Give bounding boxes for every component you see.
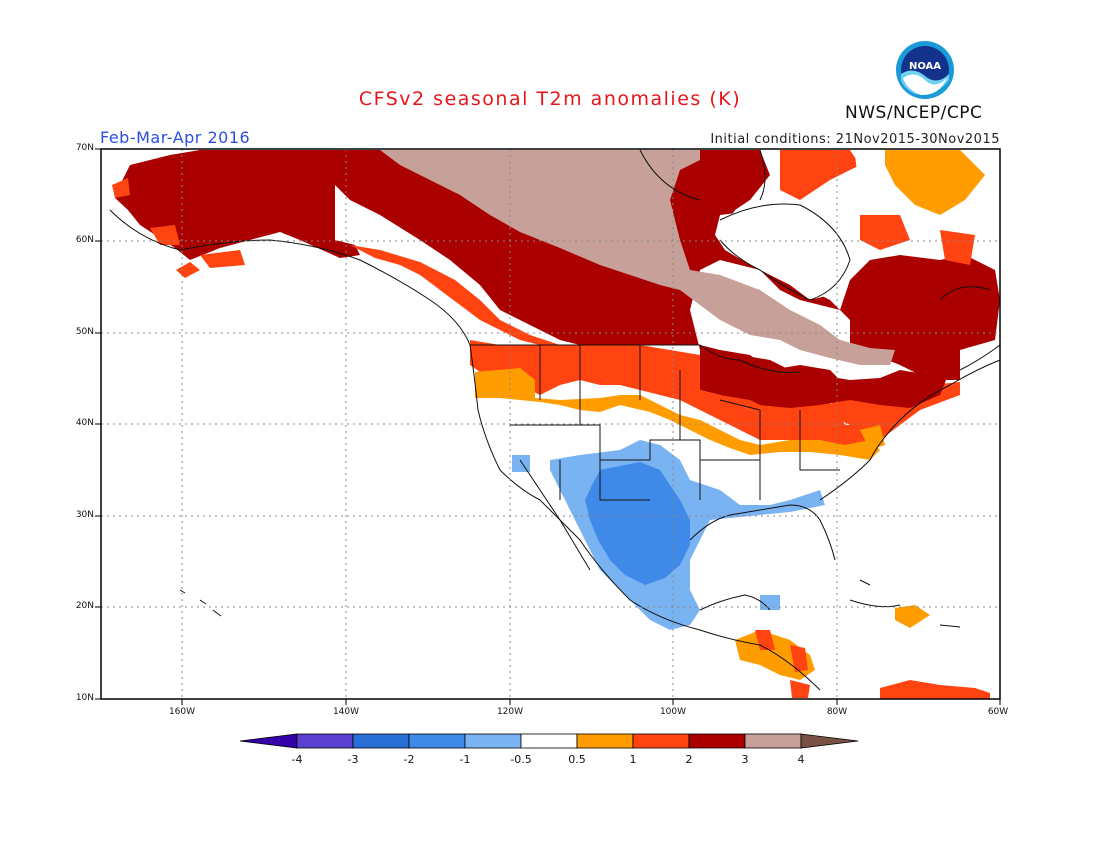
colorbar-high-arrow bbox=[800, 733, 859, 749]
lon-label-60w: 60W bbox=[987, 707, 1009, 717]
colorbar-box bbox=[464, 733, 522, 749]
lat-label-30n: 30N bbox=[75, 510, 94, 520]
lat-label-50n: 50N bbox=[75, 327, 94, 337]
lat-label-60n: 60N bbox=[75, 235, 94, 245]
colorbar-box bbox=[520, 733, 578, 749]
colorbar-box bbox=[408, 733, 466, 749]
lon-label-80w: 80W bbox=[826, 707, 848, 717]
colorbar-tick-label: -2 bbox=[403, 753, 415, 766]
lon-label-140w: 140W bbox=[332, 707, 360, 717]
anomaly-fields bbox=[112, 150, 1000, 699]
colorbar-tick-label: -0.5 bbox=[510, 753, 532, 766]
map-title: CFSv2 seasonal T2m anomalies (K) bbox=[358, 88, 742, 110]
lon-label-120w: 120W bbox=[496, 707, 524, 717]
colorbar-tick-label: 2 bbox=[685, 753, 693, 766]
northern-us-warm-region bbox=[470, 340, 960, 450]
mexico-cool-region bbox=[585, 462, 690, 585]
lat-label-10n: 10N bbox=[75, 693, 94, 703]
canada-strong-warm-region bbox=[380, 150, 895, 365]
colorbar-tick-label: 1 bbox=[629, 753, 637, 766]
colorbar-tick-label: -4 bbox=[291, 753, 303, 766]
forecast-period: Feb-Mar-Apr 2016 bbox=[100, 128, 251, 147]
colorbar-box bbox=[352, 733, 410, 749]
colorbar-box bbox=[576, 733, 634, 749]
lon-label-100w: 100W bbox=[659, 707, 687, 717]
colorbar-tick-label: 4 bbox=[797, 753, 805, 766]
lat-label-20n: 20N bbox=[75, 601, 94, 611]
coastlines bbox=[109, 149, 1001, 691]
lat-label-70n: 70N bbox=[75, 143, 94, 153]
lon-label-160w: 160W bbox=[168, 707, 196, 717]
initial-conditions: Initial conditions: 21Nov2015-30Nov2015 bbox=[710, 132, 1000, 147]
colorbar-box bbox=[744, 733, 802, 749]
colorbar-tick-label: -1 bbox=[459, 753, 471, 766]
colorbar-box bbox=[632, 733, 690, 749]
colorbar-tick-label: 0.5 bbox=[568, 753, 586, 766]
colorbar-tick-label: -3 bbox=[347, 753, 359, 766]
colorbar-box bbox=[296, 733, 354, 749]
graticule bbox=[101, 149, 1000, 699]
noaa-logo-icon: NOAA bbox=[896, 41, 954, 99]
lat-label-40n: 40N bbox=[75, 418, 94, 428]
colorbar-box bbox=[688, 733, 746, 749]
logo-text: NOAA bbox=[909, 61, 941, 72]
agency-label: NWS/NCEP/CPC bbox=[845, 103, 983, 123]
colorbar-low-arrow bbox=[239, 733, 298, 749]
colorbar-tick-label: 3 bbox=[741, 753, 749, 766]
